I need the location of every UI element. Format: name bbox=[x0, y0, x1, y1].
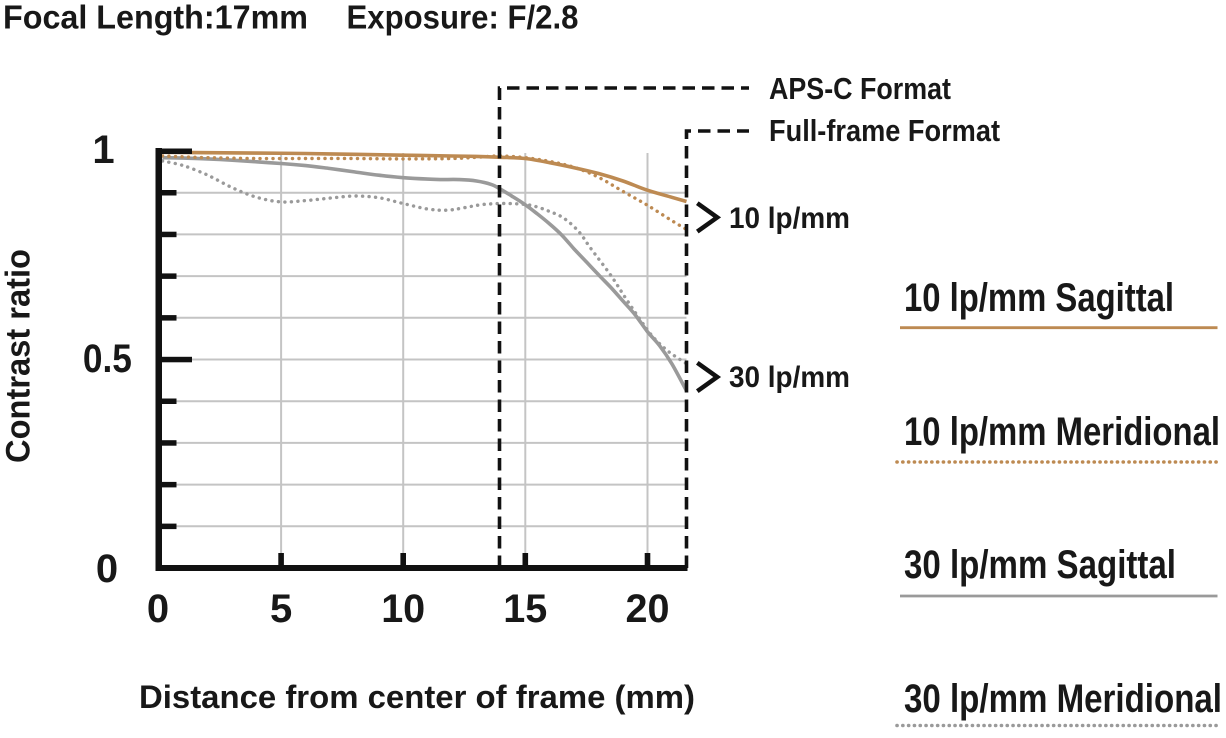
svg-text:Full-frame Format: Full-frame Format bbox=[769, 113, 1000, 148]
svg-text:0: 0 bbox=[96, 547, 118, 591]
svg-text:10 lp/mm Meridional: 10 lp/mm Meridional bbox=[904, 410, 1220, 454]
svg-text:5: 5 bbox=[270, 587, 292, 631]
svg-text:10 lp/mm: 10 lp/mm bbox=[729, 202, 850, 235]
svg-text:Distance from center of frame: Distance from center of frame (mm) bbox=[139, 679, 695, 715]
svg-text:30 lp/mm Sagittal: 30 lp/mm Sagittal bbox=[904, 543, 1176, 587]
svg-text:20: 20 bbox=[626, 587, 670, 631]
svg-text:Focal Length:17mm: Focal Length:17mm bbox=[3, 0, 308, 36]
svg-text:Exposure: F/2.8: Exposure: F/2.8 bbox=[347, 0, 579, 36]
svg-text:10 lp/mm Sagittal: 10 lp/mm Sagittal bbox=[904, 276, 1174, 320]
svg-text:15: 15 bbox=[503, 587, 547, 631]
svg-text:0.5: 0.5 bbox=[83, 337, 132, 381]
svg-text:APS-C Format: APS-C Format bbox=[769, 71, 951, 106]
svg-text:1: 1 bbox=[92, 128, 114, 172]
svg-text:30 lp/mm: 30 lp/mm bbox=[729, 361, 850, 394]
svg-text:30 lp/mm Meridional: 30 lp/mm Meridional bbox=[904, 677, 1222, 721]
svg-text:0: 0 bbox=[147, 587, 169, 631]
svg-text:Contrast ratio: Contrast ratio bbox=[0, 249, 38, 463]
svg-text:10: 10 bbox=[381, 587, 425, 631]
